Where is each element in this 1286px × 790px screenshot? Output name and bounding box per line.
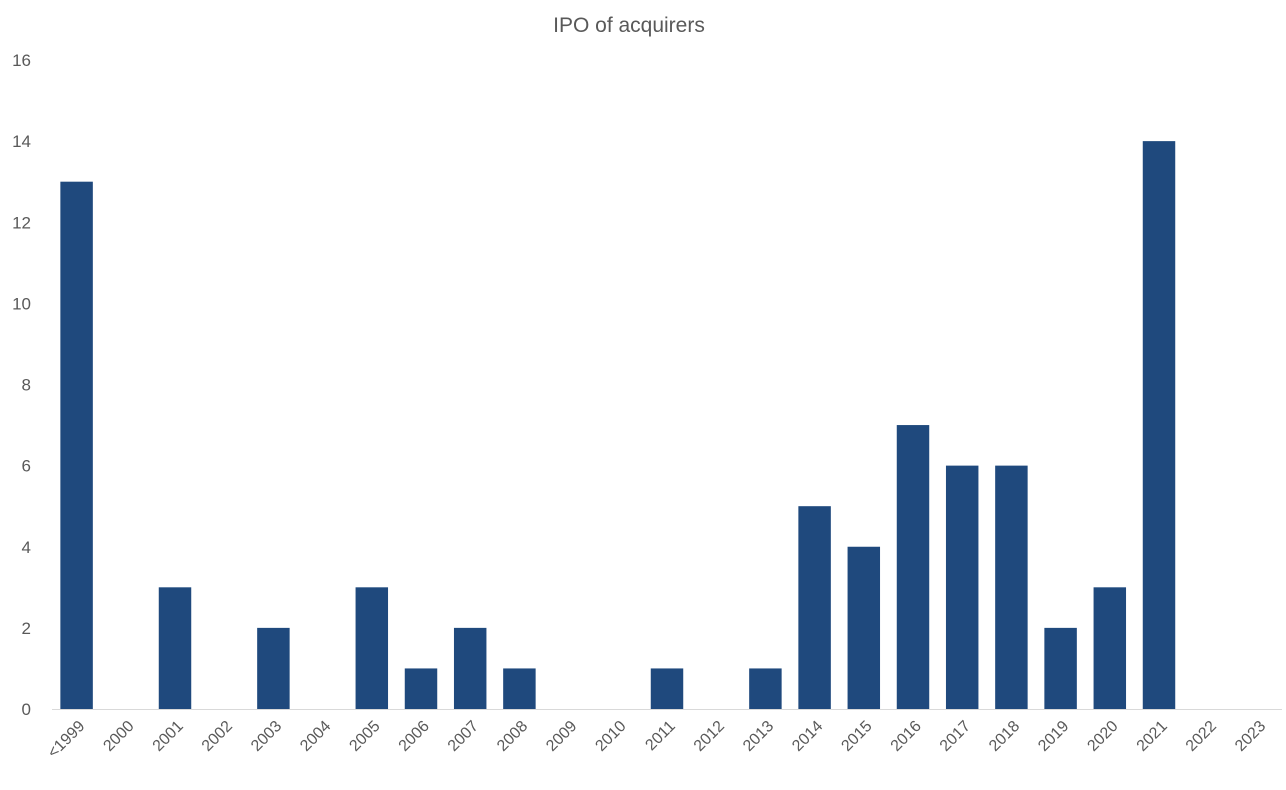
x-tick-label: 2003	[248, 718, 285, 755]
x-tick-label: 2021	[1134, 718, 1171, 755]
x-tick-label: 2014	[789, 718, 826, 755]
bar	[1044, 627, 1077, 709]
bar	[355, 587, 389, 709]
bars	[60, 141, 1176, 709]
bar	[650, 668, 684, 709]
bar	[749, 668, 782, 709]
x-tick-label: 2013	[740, 718, 777, 755]
x-tick-label: 2006	[396, 718, 433, 755]
x-tick-label: 2019	[1035, 718, 1072, 755]
y-tick-label: 10	[12, 294, 31, 313]
x-tick-label: 2007	[445, 718, 482, 755]
x-tick-label: <1999	[45, 718, 89, 762]
bar	[995, 465, 1028, 709]
y-tick-label: 14	[12, 132, 31, 151]
y-tick-label: 6	[22, 457, 31, 476]
y-tick-label: 0	[22, 700, 31, 719]
x-tick-label: 2023	[1232, 718, 1269, 755]
chart-title: IPO of acquirers	[553, 14, 705, 37]
bar	[896, 425, 930, 709]
x-tick-label: 2016	[888, 718, 925, 755]
x-axis: <1999 2000 2001 2002 2003 2004 2005 2006 2007 200…	[45, 709, 1282, 762]
x-tick-label: 2010	[592, 718, 629, 755]
bar	[257, 627, 290, 709]
x-tick-label: 2000	[100, 718, 137, 755]
bar	[798, 506, 831, 709]
x-tick-label: 2020	[1084, 718, 1121, 755]
x-tick-label: 2018	[986, 718, 1023, 755]
y-tick-label: 12	[12, 213, 31, 232]
bar	[503, 668, 536, 709]
y-tick-label: 2	[22, 619, 31, 638]
y-axis: 0 2 4 6 8 10 12 14 16	[12, 51, 31, 719]
x-tick-label: 2008	[494, 718, 531, 755]
x-tick-label: 2015	[838, 718, 875, 755]
x-tick-label: 2009	[543, 718, 580, 755]
x-tick-label: 2022	[1183, 718, 1220, 755]
bar	[847, 546, 881, 709]
bar	[60, 181, 93, 709]
y-tick-label: 16	[12, 51, 31, 70]
x-tick-label: 2005	[346, 718, 383, 755]
bar	[404, 668, 438, 709]
x-tick-label: 2001	[150, 718, 187, 755]
bar	[945, 465, 979, 709]
x-tick-label: 2011	[642, 718, 678, 754]
x-tick-label: 2017	[937, 718, 974, 755]
bar	[1093, 587, 1127, 709]
y-tick-label: 4	[22, 538, 31, 557]
bar	[453, 627, 487, 709]
x-tick-label: 2004	[297, 718, 334, 755]
x-tick-label: 2012	[691, 718, 728, 755]
bar	[1142, 141, 1176, 709]
bar	[158, 587, 192, 709]
y-tick-label: 8	[22, 376, 31, 395]
x-tick-label: 2002	[199, 718, 236, 755]
